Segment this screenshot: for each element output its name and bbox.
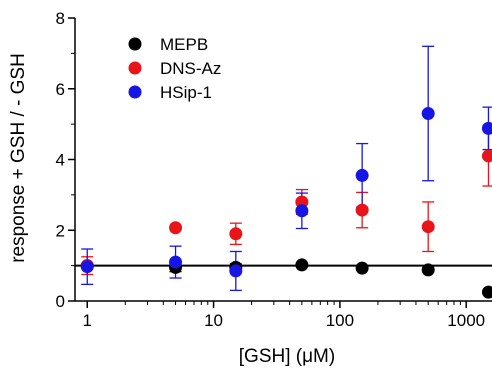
hsip-1-point: [481, 121, 492, 135]
x-tick-label: 1000: [447, 311, 485, 330]
dns-az-point: [355, 203, 369, 217]
dns-az-point: [169, 221, 183, 235]
legend-marker-dns-az: [128, 61, 142, 75]
y-tick-label: 0: [56, 292, 65, 311]
dns-az-point: [481, 149, 492, 163]
hsip-1-point: [355, 168, 369, 182]
hsip-1-point: [295, 204, 309, 218]
y-tick-label: 2: [56, 221, 65, 240]
y-axis-label: response + GSH / - GSH: [8, 53, 29, 263]
mepb-point: [295, 258, 309, 272]
hsip-1-point: [421, 107, 435, 121]
y-tick-label: 4: [56, 151, 65, 170]
hsip-1-point: [80, 260, 94, 274]
legend-marker-hsip-1: [128, 85, 142, 99]
legend-label-hsip-1: HSip-1: [160, 83, 212, 102]
mepb-point: [421, 263, 435, 277]
mepb-point: [481, 285, 492, 299]
legend-marker-mepb: [128, 37, 142, 51]
legend-label-mepb: MEPB: [160, 35, 208, 54]
y-tick-label: 8: [56, 9, 65, 28]
x-axis-label: [GSH] (μM): [239, 346, 335, 367]
axes: 1 10 100 1000 0 2 4 6 8: [56, 9, 492, 330]
hsip-1-point: [169, 255, 183, 269]
x-tick-label: 1: [83, 311, 92, 330]
data-points: [80, 107, 492, 299]
dns-az-point: [421, 220, 435, 234]
error-bars: [81, 45, 492, 292]
y-tick-label: 6: [56, 80, 65, 99]
legend: MEPB DNS-Az HSip-1: [128, 35, 221, 102]
dns-az-point: [229, 227, 243, 241]
mepb-point: [355, 261, 369, 275]
legend-label-dns-az: DNS-Az: [160, 59, 221, 78]
hsip-1-point: [229, 264, 243, 278]
x-tick-label: 10: [204, 311, 223, 330]
x-tick-label: 100: [326, 311, 354, 330]
